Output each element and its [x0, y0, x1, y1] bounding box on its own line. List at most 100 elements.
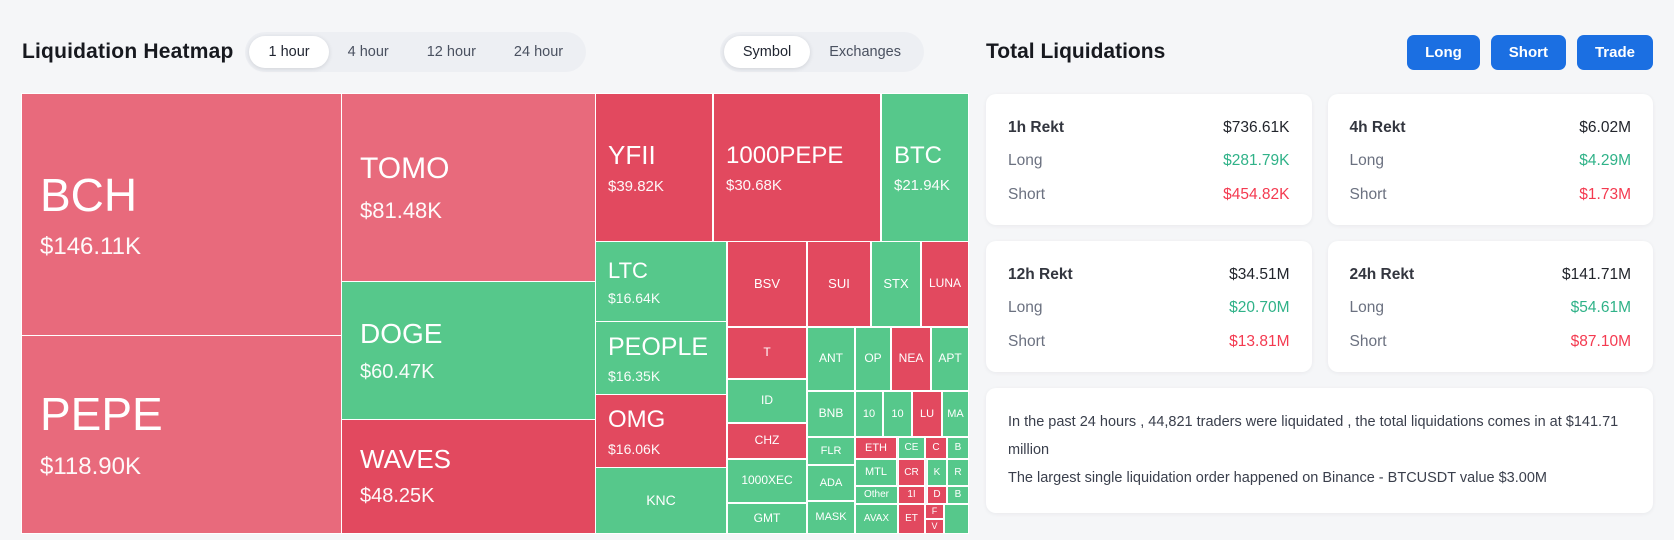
cell-value: $16.35K — [608, 368, 661, 385]
treemap-cell-avax[interactable]: AVAX — [856, 505, 897, 533]
cell-value: $39.82K — [608, 178, 664, 196]
treemap-cell-10[interactable]: 10 — [884, 392, 911, 436]
timeframe-tab-24-hour[interactable]: 24 hour — [513, 44, 564, 60]
treemap-cell-lu[interactable]: LU — [913, 392, 941, 436]
cell-symbol: MA — [947, 407, 964, 420]
treemap-cell-flr[interactable]: FLR — [808, 438, 854, 464]
treemap-cell-d[interactable]: D — [928, 487, 946, 503]
cell-symbol: K — [933, 466, 941, 478]
cell-symbol: OP — [864, 351, 882, 366]
cell-symbol: CHZ — [754, 433, 780, 448]
row-value: $1.73M — [1579, 185, 1631, 203]
treemap-cell-apt[interactable]: APT — [932, 328, 968, 390]
treemap-cell-cell[interactable] — [945, 505, 968, 533]
treemap-cell-bnb[interactable]: BNB — [808, 392, 854, 436]
treemap-cell-op[interactable]: OP — [856, 328, 890, 390]
cell-value: $60.47K — [360, 360, 435, 383]
cell-symbol: 1I — [907, 489, 916, 501]
cell-symbol: F — [931, 506, 938, 517]
treemap-cell-ant[interactable]: ANT — [808, 328, 854, 390]
treemap-cell-knc[interactable]: KNC — [596, 468, 726, 533]
treemap-cell-ma[interactable]: MA — [943, 392, 968, 436]
cell-symbol: DOGE — [360, 318, 443, 350]
treemap-cell-people[interactable]: PEOPLE $16.35K — [596, 322, 726, 395]
cell-symbol: BTC — [894, 141, 942, 169]
treemap-cell-k[interactable]: K — [928, 460, 946, 485]
row-label: Short — [1008, 185, 1046, 203]
row-label: Long — [1008, 299, 1043, 317]
cell-symbol: 10 — [891, 407, 904, 420]
treemap-cell-btc[interactable]: BTC $21.94K — [882, 94, 968, 242]
treemap-cell-1000pepe[interactable]: 1000PEPE $30.68K — [714, 94, 880, 242]
cell-symbol: T — [763, 345, 771, 360]
timeframe-tab-1-hour[interactable]: 1 hour — [249, 36, 329, 68]
treemap-cell-mask[interactable]: MASK — [808, 502, 854, 533]
treemap-cell-v[interactable]: V — [926, 520, 943, 533]
treemap-cell-chz[interactable]: CHZ — [728, 424, 806, 458]
cell-symbol: YFII — [608, 139, 656, 170]
treemap-cell-mtl[interactable]: MTL — [856, 460, 896, 485]
cell-symbol: 1000XEC — [741, 473, 793, 488]
treemap-cell-gmt[interactable]: GMT — [728, 504, 806, 533]
cell-value: $16.64K — [608, 290, 661, 307]
rekt-card-24h-rekt: 24h Rekt $141.71M Long $54.61M Short $87.10M — [1327, 240, 1653, 372]
short-button[interactable]: Short — [1490, 34, 1566, 70]
treemap-cell-tomo[interactable]: TOMO $81.48K — [342, 94, 596, 282]
treemap-cell-nea[interactable]: NEA — [892, 328, 930, 390]
cell-symbol: 1000PEPE — [726, 141, 844, 169]
treemap-cell-doge[interactable]: DOGE $60.47K — [342, 282, 596, 420]
treemap-cell-bch[interactable]: BCH $146.11K — [22, 94, 342, 336]
treemap-cell-t[interactable]: T — [728, 328, 806, 378]
treemap-cell-b[interactable]: B — [948, 487, 968, 503]
cell-value: $30.68K — [726, 177, 782, 195]
treemap-cell-f[interactable]: F — [926, 505, 943, 518]
treemap-cell-sui[interactable]: SUI — [808, 242, 870, 326]
treemap-cell-ltc[interactable]: LTC $16.64K — [596, 242, 726, 322]
cell-symbol: LU — [919, 407, 935, 420]
treemap-cell-omg[interactable]: OMG $16.06K — [596, 395, 726, 468]
treemap-cell-ce[interactable]: CE — [899, 438, 924, 458]
treemap-cell-10[interactable]: 10 — [856, 392, 882, 436]
cell-symbol: NEA — [898, 351, 924, 366]
row-value: $736.61K — [1223, 119, 1290, 136]
cell-value: $16.06K — [608, 440, 661, 457]
treemap-cell-id[interactable]: ID — [728, 380, 806, 422]
long-button[interactable]: Long — [1407, 34, 1480, 70]
timeframe-tab-4-hour[interactable]: 4 hour — [347, 44, 389, 60]
cell-symbol: ET — [905, 513, 918, 525]
treemap-cell-stx[interactable]: STX — [872, 242, 920, 326]
trade-button[interactable]: Trade — [1576, 34, 1653, 70]
totals-title: Total Liquidations — [986, 40, 1166, 63]
treemap-cell-yfii[interactable]: YFII $39.82K — [596, 94, 712, 242]
treemap-cell-pepe[interactable]: PEPE $118.90K — [22, 336, 342, 533]
cell-symbol: KNC — [646, 492, 676, 509]
view-tab-symbol[interactable]: Symbol — [723, 36, 811, 68]
treemap-cell-1i[interactable]: 1I — [899, 487, 924, 503]
cell-symbol: BSV — [753, 275, 780, 291]
treemap-cell-et[interactable]: ET — [899, 505, 924, 533]
treemap-cell-cr[interactable]: CR — [899, 460, 924, 485]
cell-symbol: PEPE — [40, 388, 163, 441]
cell-symbol: B — [954, 489, 962, 501]
treemap-cell-c[interactable]: C — [926, 438, 946, 458]
treemap-cell-waves[interactable]: WAVES $48.25K — [342, 420, 596, 533]
cell-symbol: PEOPLE — [608, 332, 709, 361]
treemap-cell-luna[interactable]: LUNA — [922, 242, 968, 326]
row-value: $141.71M — [1562, 265, 1631, 283]
treemap-cell-eth[interactable]: ETH — [856, 438, 896, 458]
card-row-long: Long $54.61M — [1350, 291, 1632, 324]
treemap-cell-b[interactable]: B — [948, 438, 968, 458]
cell-symbol: FLR — [820, 444, 842, 457]
card-row-short: Short $87.10M — [1350, 325, 1632, 358]
treemap-cell-other[interactable]: Other — [856, 487, 897, 503]
cell-value: $146.11K — [40, 233, 141, 261]
treemap-cell-r[interactable]: R — [948, 460, 968, 485]
cell-symbol: TOMO — [360, 152, 450, 186]
treemap-cell-ada[interactable]: ADA — [808, 466, 854, 500]
card-row-long: Long $4.29M — [1350, 144, 1632, 177]
treemap-cell-1000xec[interactable]: 1000XEC — [728, 460, 806, 502]
treemap-cell-bsv[interactable]: BSV — [728, 242, 806, 326]
view-tab-exchanges[interactable]: Exchanges — [829, 44, 901, 60]
timeframe-tab-12-hour[interactable]: 12 hour — [426, 44, 476, 60]
cell-symbol: V — [931, 521, 938, 532]
